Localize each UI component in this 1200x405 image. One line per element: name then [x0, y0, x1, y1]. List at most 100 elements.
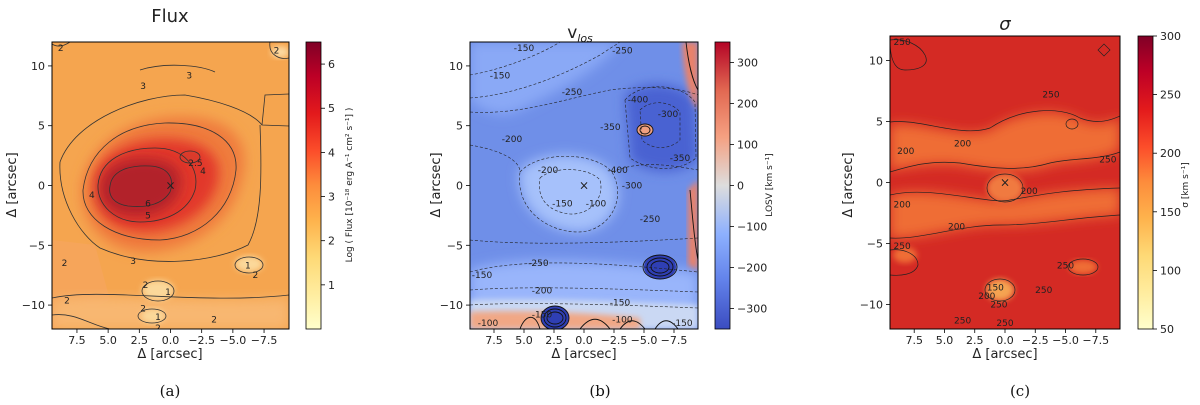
vlos-contour-label: -350 [670, 154, 691, 164]
sigma-colorbar-tick-label: 200 [1160, 147, 1181, 160]
panel-label-a: (a) [160, 382, 181, 400]
vlos-y-tick-label: −5 [447, 239, 463, 252]
flux-y-tick-label: 0 [38, 180, 45, 193]
flux-contour-label: 6 [145, 199, 151, 209]
vlos-panel: -150 -250 -150 -250 -400 -350 -300 -200 -350 -200… [429, 23, 775, 400]
sigma-y-tick-label: −5 [867, 238, 883, 251]
flux-contour-label: 2 [252, 271, 258, 281]
vlos-colorbar-tick-label: −300 [737, 303, 767, 316]
vlos-colorbar-tick-label: 0 [737, 180, 744, 193]
sigma-contour-label: 250 [996, 319, 1013, 329]
vlos-region [519, 155, 619, 232]
vlos-contour-label: -250 [562, 88, 583, 98]
vlos-contour-label: -150 [532, 311, 553, 321]
vlos-x-tick-label: −7.5 [661, 334, 688, 347]
vlos-contour-label: -100 [478, 319, 499, 329]
vlos-contour-label: -300 [622, 182, 643, 192]
flux-region [52, 296, 289, 329]
sigma-x-ticks: 7.5 5.0 2.5 0.0 −2.5 −5.0 −7.5 [905, 329, 1109, 347]
panel-label-c: (c) [1010, 382, 1030, 400]
flux-region [271, 46, 289, 58]
vlos-y-tick-label: −10 [440, 299, 463, 312]
flux-contour-label: 4 [200, 167, 206, 177]
flux-region [235, 256, 263, 272]
sigma-xlabel: Δ [arcsec] [972, 347, 1037, 362]
sigma-region [893, 247, 917, 263]
flux-y-tick-label: −5 [29, 239, 45, 252]
sigma-contour-label: 200 [954, 139, 971, 149]
sigma-y-ticks: 10 5 0 −5 −10 [860, 54, 890, 312]
sigma-contours [890, 39, 1120, 302]
sigma-colorbar-tick-label: 150 [1160, 206, 1181, 219]
flux-ylabel: Δ [arcsec] [5, 152, 20, 217]
vlos-y-tick-label: 5 [456, 120, 463, 133]
flux-region [99, 158, 181, 217]
vlos-contour-label: -300 [658, 110, 679, 120]
sigma-contour-label: 250 [1035, 286, 1052, 296]
sigma-colorbar-tick-label: 50 [1160, 323, 1174, 336]
vlos-contour-label: -250 [612, 46, 633, 56]
vlos-y-tick-label: 0 [456, 180, 463, 193]
sigma-y-tick-label: 10 [869, 54, 883, 67]
flux-x-tick-label: −7.5 [251, 334, 278, 347]
sigma-x-tick-label: 0.0 [996, 334, 1014, 347]
sigma-contour-label: 200 [894, 200, 911, 210]
sigma-contour-label: 200 [948, 222, 965, 232]
flux-x-tick-label: −2.5 [188, 334, 215, 347]
vlos-contour-label: -200 [532, 287, 553, 297]
flux-x-ticks: 7.5 5.0 2.5 0.0 −2.5 −5.0 −7.5 [68, 329, 277, 347]
vlos-contour-label: -250 [528, 259, 549, 269]
vlos-region [644, 255, 676, 279]
vlos-heatmap: -150 -250 -150 -250 -400 -350 -300 -200 -350 -200… [470, 42, 698, 329]
vlos-contour-label: -400 [607, 166, 628, 176]
vlos-contour-label: -400 [628, 95, 649, 105]
flux-colorbar-tick-label: 5 [328, 102, 335, 115]
vlos-contour-label: -100 [612, 315, 633, 325]
sigma-contour-label: 250 [894, 38, 911, 48]
vlos-colorbar-tick-label: 100 [737, 139, 758, 152]
flux-contour-label: 2 [274, 46, 280, 56]
vlos-xlabel: Δ [arcsec] [551, 347, 616, 362]
flux-y-tick-label: −10 [22, 299, 45, 312]
flux-contour-label: 2 [62, 259, 68, 269]
vlos-x-tick-label: 2.5 [545, 334, 563, 347]
flux-contour-label: 1 [245, 262, 251, 272]
vlos-colorbar-label: LOSV [km s⁻¹] [765, 153, 775, 216]
sigma-heatmap: 2502502002002502002002002502501502002502… [890, 36, 1120, 329]
flux-contour-label: 3 [140, 82, 146, 92]
sigma-x-tick-label: 2.5 [966, 334, 984, 347]
sigma-contour-label: 150 [987, 283, 1004, 293]
flux-region [141, 309, 165, 323]
sigma-x-tick-label: −7.5 [1082, 334, 1109, 347]
vlos-contours [470, 42, 698, 309]
sigma-contour-label: 250 [1042, 91, 1059, 101]
vlos-contour-label: -150 [490, 71, 511, 81]
flux-x-tick-label: −5.0 [220, 334, 247, 347]
sigma-contour-label: 250 [1099, 155, 1116, 165]
vlos-x-tick-label: −2.5 [601, 334, 628, 347]
vlos-title: vlos [567, 23, 593, 45]
vlos-colorbar-tick-label: −100 [737, 221, 767, 234]
flux-contour-label: 3 [130, 257, 136, 267]
sigma-y-tick-label: 0 [876, 177, 883, 190]
flux-contour-label: 4 [89, 191, 95, 201]
vlos-contour-label: -350 [600, 123, 621, 133]
vlos-region [541, 306, 569, 329]
center-marker: × [1000, 176, 1010, 190]
flux-region [181, 151, 199, 163]
vlos-x-tick-label: 7.5 [485, 334, 503, 347]
sigma-x-tick-label: −5.0 [1052, 334, 1079, 347]
sigma-contour-label: 200 [978, 292, 995, 302]
flux-y-tick-label: 10 [31, 60, 45, 73]
flux-contour-label: 2 [64, 296, 70, 306]
sigma-ylabel: Δ [arcsec] [841, 152, 856, 217]
flux-contours [52, 42, 289, 329]
flux-contour-label: 2 [211, 315, 217, 325]
sigma-title: σ [999, 14, 1011, 35]
vlos-contour-label: -150 [514, 44, 535, 54]
sigma-region [987, 174, 1023, 202]
flux-colorbar-tick-label: 6 [328, 58, 335, 71]
vlos-contour-label: -150 [672, 319, 693, 329]
